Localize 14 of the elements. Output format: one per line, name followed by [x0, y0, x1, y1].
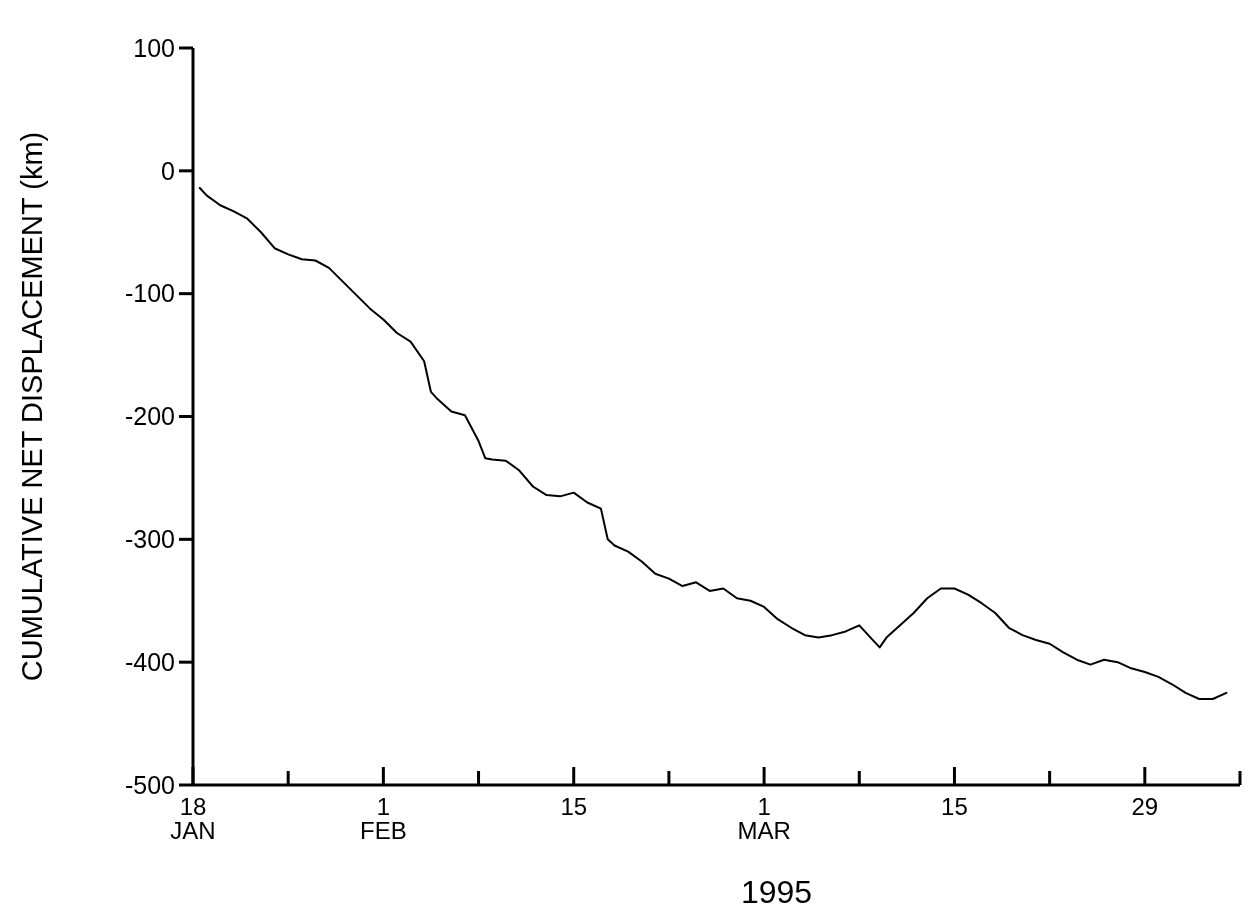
y-axis-title: CUMULATIVE NET DISPLACEMENT (km)	[16, 131, 48, 682]
x-tick-label: 15	[560, 793, 588, 820]
y-tick-label: 100	[133, 33, 175, 62]
x-tick-label: 15	[941, 793, 968, 820]
y-tick-label: -100	[124, 279, 175, 308]
line-series	[198, 187, 1228, 701]
y-tick-label: -200	[124, 402, 175, 431]
x-tick-label: 1 FEB	[360, 793, 407, 844]
y-tick-label: -400	[124, 647, 175, 676]
y-tick-label: -300	[124, 525, 175, 554]
x-tick-label: 29	[1131, 793, 1159, 820]
x-axis-title: 1995	[740, 874, 813, 910]
y-tick-label: 0	[161, 156, 175, 185]
x-tick-label: 1 MAR	[737, 793, 791, 844]
